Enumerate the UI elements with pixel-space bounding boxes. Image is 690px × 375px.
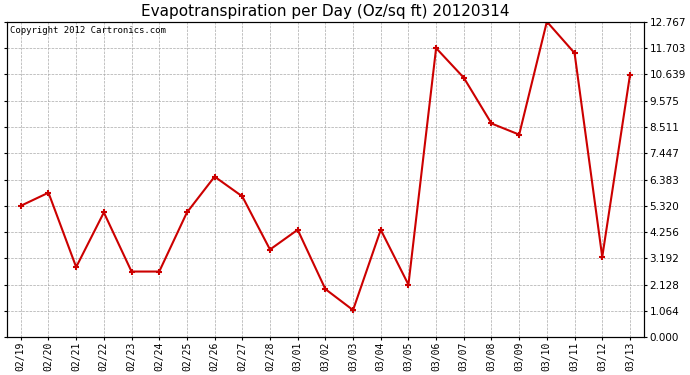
Text: Copyright 2012 Cartronics.com: Copyright 2012 Cartronics.com	[10, 27, 166, 36]
Title: Evapotranspiration per Day (Oz/sq ft) 20120314: Evapotranspiration per Day (Oz/sq ft) 20…	[141, 4, 510, 19]
